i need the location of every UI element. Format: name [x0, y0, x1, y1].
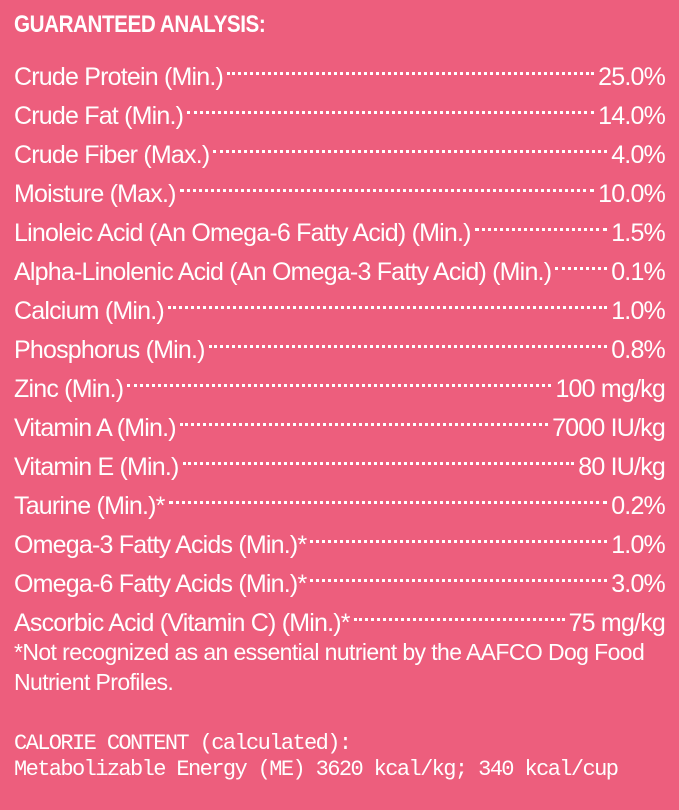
- dot-leader: [474, 202, 608, 241]
- dot-leader: [310, 553, 608, 592]
- row-value: 10.0%: [598, 180, 666, 208]
- dot-leader: [167, 280, 608, 319]
- analysis-row: Calcium (Min.) 1.0%: [14, 280, 666, 325]
- dot-leader: [310, 514, 608, 553]
- calorie-line: Metabolizable Energy (ME) 3620 kcal/kg; …: [14, 757, 619, 782]
- row-label: Alpha-Linolenic Acid (An Omega-3 Fatty A…: [14, 258, 552, 286]
- analysis-row: Omega-6 Fatty Acids (Min.)* 3.0%: [14, 553, 666, 598]
- dot-leader: [168, 475, 608, 514]
- row-label: Omega-3 Fatty Acids (Min.)*: [14, 531, 307, 559]
- row-label: Ascorbic Acid (Vitamin C) (Min.)*: [14, 609, 351, 637]
- row-label: Taurine (Min.)*: [14, 492, 165, 520]
- row-label: Crude Protein (Min.): [14, 63, 224, 91]
- aafco-footnote: *Not recognized as an essential nutrient…: [14, 639, 645, 695]
- dot-leader: [555, 241, 608, 280]
- row-value: 0.8%: [611, 336, 666, 364]
- row-value: 1.0%: [611, 297, 666, 325]
- analysis-row: Phosphorus (Min.) 0.8%: [14, 319, 666, 364]
- analysis-row: Linoleic Acid (An Omega-6 Fatty Acid) (M…: [14, 202, 666, 247]
- analysis-row: Vitamin E (Min.) 80 IU/kg: [14, 436, 666, 481]
- row-label: Linoleic Acid (An Omega-6 Fatty Acid) (M…: [14, 219, 471, 247]
- dot-leader: [182, 436, 575, 475]
- row-value: 3.0%: [611, 570, 666, 598]
- row-label: Calcium (Min.): [14, 297, 165, 325]
- dot-leader: [187, 85, 595, 124]
- analysis-row: Taurine (Min.)* 0.2%: [14, 475, 666, 520]
- analysis-row: Crude Fat (Min.) 14.0%: [14, 85, 666, 130]
- row-label: Crude Fiber (Max.): [14, 141, 210, 169]
- row-value: 14.0%: [598, 102, 666, 130]
- row-label: Crude Fat (Min.): [14, 102, 184, 130]
- row-label: Omega-6 Fatty Acids (Min.)*: [14, 570, 307, 598]
- analysis-row: Alpha-Linolenic Acid (An Omega-3 Fatty A…: [14, 241, 666, 286]
- calorie-content: CALORIE CONTENT (calculated): Metaboliza…: [14, 731, 665, 783]
- row-value: 25.0%: [598, 63, 666, 91]
- row-value: 80 IU/kg: [578, 453, 666, 481]
- row-value: 1.0%: [611, 531, 666, 559]
- row-value: 75 mg/kg: [568, 609, 666, 637]
- dot-leader: [179, 397, 549, 436]
- row-label: Phosphorus (Min.): [14, 336, 205, 364]
- analysis-heading: GUARANTEED ANALYSIS:: [14, 11, 266, 38]
- dot-leader: [353, 592, 565, 631]
- dot-leader: [127, 358, 552, 397]
- row-label: Vitamin E (Min.): [14, 453, 179, 481]
- row-value: 1.5%: [611, 219, 666, 247]
- dot-leader: [227, 46, 595, 85]
- analysis-row: Omega-3 Fatty Acids (Min.)* 1.0%: [14, 514, 666, 559]
- analysis-row: Crude Fiber (Max.) 4.0%: [14, 124, 666, 169]
- analysis-row: Crude Protein (Min.) 25.0%: [14, 46, 666, 91]
- calorie-heading: CALORIE CONTENT (calculated):: [14, 731, 352, 756]
- analysis-table: Crude Protein (Min.) 25.0% Crude Fat (Mi…: [14, 46, 666, 637]
- row-value: 0.2%: [611, 492, 666, 520]
- row-value: 100 mg/kg: [555, 375, 665, 403]
- dot-leader: [213, 124, 608, 163]
- dot-leader: [208, 319, 608, 358]
- analysis-row: Zinc (Min.) 100 mg/kg: [14, 358, 666, 403]
- analysis-row: Vitamin A (Min.) 7000 IU/kg: [14, 397, 666, 442]
- row-value: 7000 IU/kg: [552, 414, 666, 442]
- row-label: Zinc (Min.): [14, 375, 124, 403]
- row-label: Moisture (Max.): [14, 180, 176, 208]
- analysis-row: Ascorbic Acid (Vitamin C) (Min.)* 75 mg/…: [14, 592, 666, 637]
- row-value: 4.0%: [611, 141, 666, 169]
- row-label: Vitamin A (Min.): [14, 414, 177, 442]
- row-value: 0.1%: [611, 258, 666, 286]
- analysis-row: Moisture (Max.) 10.0%: [14, 163, 666, 208]
- dot-leader: [179, 163, 595, 202]
